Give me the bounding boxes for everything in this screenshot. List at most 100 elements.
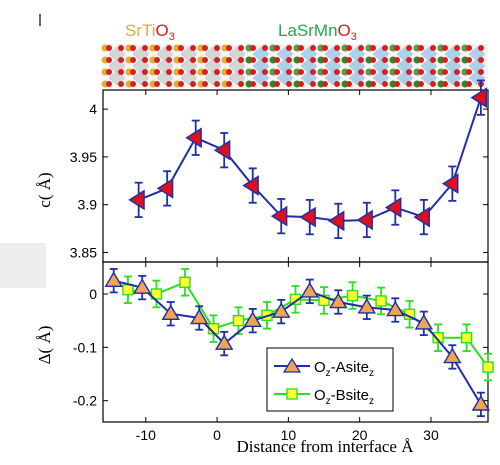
oxygen-atom (430, 81, 436, 87)
oxygen-atom (454, 81, 460, 87)
point-asite (243, 311, 262, 327)
oxygen-atom (370, 81, 376, 87)
oxygen-atom (226, 57, 232, 63)
oxygen-atom (358, 69, 364, 75)
point-asite (161, 304, 180, 321)
oxygen-atom (262, 57, 268, 63)
oxygen-atom (418, 81, 424, 87)
material-label-left: SrTiO3 (125, 21, 175, 43)
oxygen-atom (466, 69, 472, 75)
point-asite (214, 334, 234, 350)
oxygen-atom (442, 81, 448, 87)
oxygen-atom (298, 69, 304, 75)
oxygen-atom (478, 45, 484, 51)
oxygen-atom (274, 45, 280, 51)
point-bsite (289, 293, 302, 306)
oxygen-atom (370, 45, 376, 51)
panel-a-point (270, 205, 288, 227)
panel-a-point (299, 206, 316, 228)
panel-b-series (104, 268, 494, 418)
oxygen-atom (274, 81, 280, 87)
panel-a-frame (102, 89, 489, 263)
oxygen-atom (130, 81, 136, 87)
material-left-sub: 3 (169, 31, 175, 43)
panel-b-xtick-label: 30 (423, 427, 439, 443)
oxygen-atom (274, 69, 280, 75)
oxygen-atom (130, 57, 136, 63)
oxygen-atom (454, 69, 460, 75)
oxygen-atom (166, 45, 172, 51)
oxygen-atom (154, 45, 160, 51)
oxygen-atom (118, 45, 124, 51)
oxygen-atom (178, 69, 184, 75)
legend-marker-asite (282, 357, 302, 373)
legend-entry-asite: Oz-Asitez (274, 357, 374, 379)
oxygen-atom (466, 81, 472, 87)
panel-a-ytick-label: 3.95 (70, 149, 97, 165)
oxygen-atom (406, 57, 412, 63)
oxygen-atom (202, 81, 208, 87)
oxygen-atom (334, 69, 340, 75)
oxygen-atom (202, 57, 208, 63)
oxygen-atom (406, 45, 412, 51)
crystal-structure-illustration (101, 44, 488, 88)
oxygen-atom (442, 45, 448, 51)
oxygen-atom (310, 45, 316, 51)
oxygen-atom (478, 69, 484, 75)
legend-entry-bsite: Oz-Bsitez (274, 387, 374, 407)
panel-a-y-axis-label: c( Å) (35, 172, 54, 207)
panel-a-point (384, 197, 402, 218)
point-asite (190, 308, 209, 325)
oxygen-atom (190, 45, 196, 51)
material-right-sub: 3 (351, 31, 357, 43)
oxygen-atom (142, 45, 148, 51)
oxygen-atom (250, 57, 256, 63)
oxygen-atom (214, 81, 220, 87)
oxygen-atom (118, 69, 124, 75)
oxygen-atom (154, 81, 160, 87)
point-asite (357, 297, 377, 314)
point-asite (443, 347, 462, 364)
legend-asite-mid: -Asite (331, 359, 369, 376)
oxygen-atom (322, 69, 328, 75)
point-bsite (375, 295, 387, 307)
oxygen-atom (346, 57, 352, 63)
oxygen-atom (166, 69, 172, 75)
oxygen-atom (226, 69, 232, 75)
oxygen-atom (298, 57, 304, 63)
panel-b-ytick-label: -0.2 (73, 393, 97, 409)
panel-a-point (185, 127, 202, 149)
point-bsite (122, 284, 134, 296)
oxygen-atom (394, 81, 400, 87)
oxygen-atom (370, 69, 376, 75)
panel-b-xtick-label: 0 (213, 427, 221, 443)
point-asite (471, 395, 491, 411)
oxygen-atom (454, 57, 460, 63)
oxygen-atom (154, 57, 160, 63)
panel-a-point (213, 139, 231, 161)
oxygen-atom (118, 81, 124, 87)
oxygen-atom (322, 81, 328, 87)
panel-lattice-c: 3.85 3.9 3.95 4 c( Å) (35, 79, 489, 263)
panel-a-point (242, 175, 259, 196)
oxygen-atom (238, 57, 244, 63)
oxygen-atom (202, 69, 208, 75)
oxygen-atom (142, 81, 148, 87)
oxygen-atom (382, 45, 388, 51)
panel-a-point (413, 206, 430, 228)
oxygen-atom (226, 45, 232, 51)
legend-asite-sub1: z (326, 368, 331, 379)
panel-b-y-axis-label: Δ( Å) (35, 326, 54, 365)
oxygen-atom (394, 57, 400, 63)
oxygen-atom (442, 57, 448, 63)
legend-box (266, 347, 394, 412)
point-asite (386, 300, 405, 317)
oxygen-atom (286, 45, 292, 51)
panel-b-y-ticks: -0.2 -0.1 0 (73, 286, 488, 409)
panel-a-series (128, 79, 488, 240)
legend-asite-base: O (314, 359, 326, 376)
point-bsite (482, 361, 494, 373)
oxygen-atom (166, 81, 172, 87)
oxygen-atom (106, 45, 112, 51)
panel-a-point (156, 178, 174, 199)
